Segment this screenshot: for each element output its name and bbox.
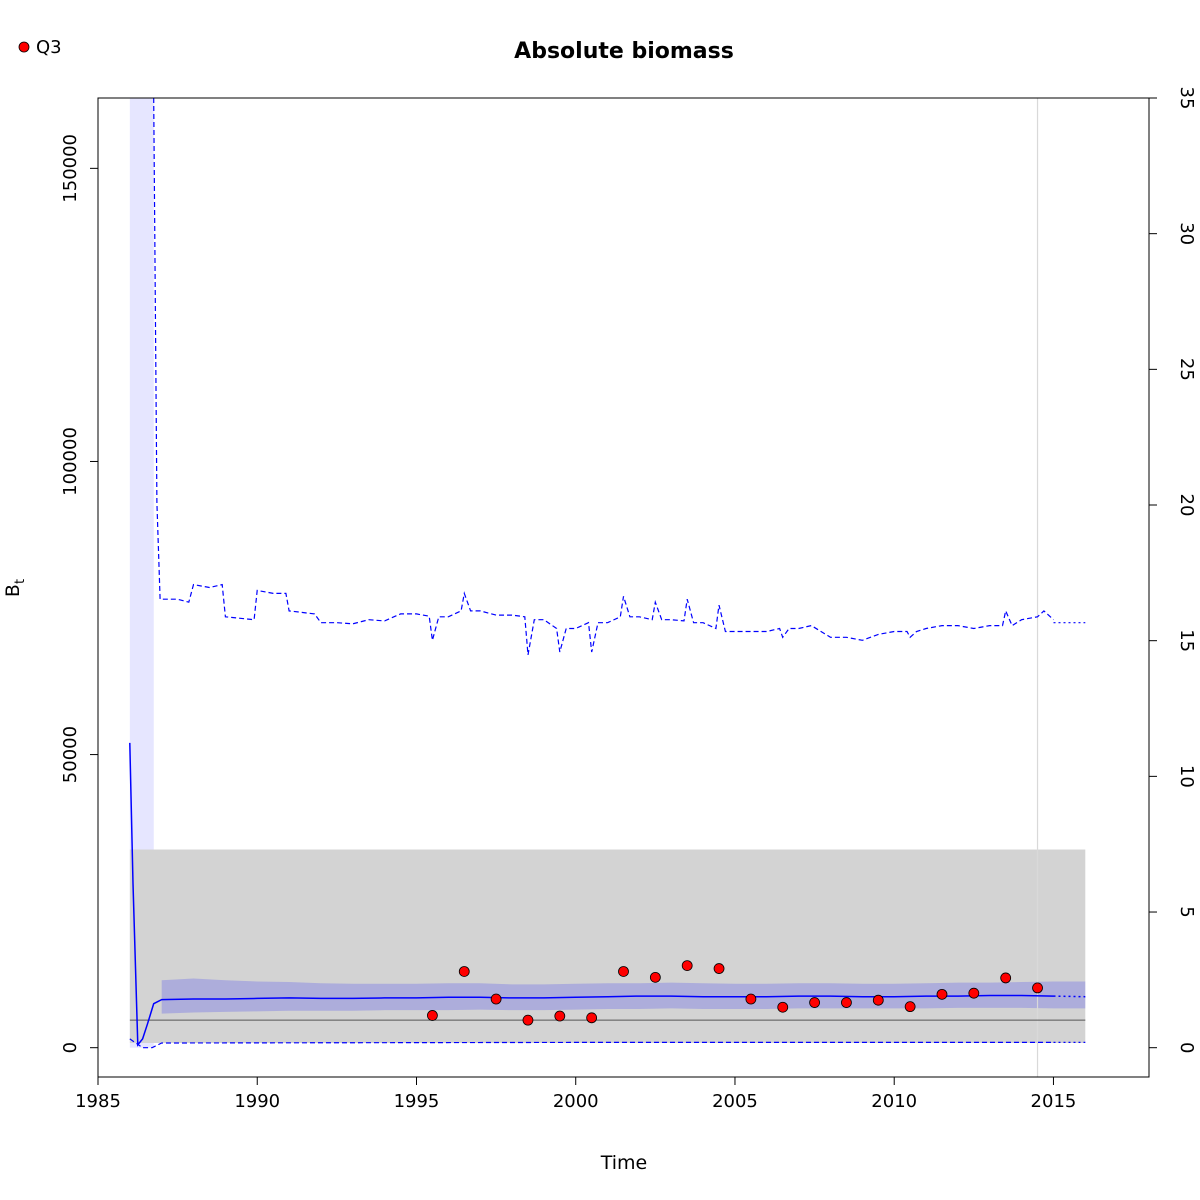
- point-layer: [427, 960, 1043, 1026]
- observation-point: [872, 994, 884, 1006]
- y-axis-label-subscript: t: [13, 579, 28, 584]
- y2-tick-label: 35: [1176, 87, 1197, 110]
- observation-point: [458, 966, 470, 977]
- x-tick-label: 2010: [871, 1091, 917, 1112]
- biomass-estimate-line: [129, 742, 1054, 1047]
- observation-point: [777, 1001, 789, 1013]
- initial-ci-fill: [129, 98, 154, 1048]
- ci-lower-line: [129, 1038, 1054, 1049]
- observation-point: [936, 988, 948, 1000]
- observation-point: [586, 1012, 598, 1024]
- biomass-projection-line: [1053, 995, 1086, 998]
- line-layer: [129, 97, 1086, 1077]
- y2-tick-label: 15: [1176, 629, 1197, 652]
- y-tick-label: 0: [60, 1042, 81, 1053]
- observation-point: [841, 997, 852, 1008]
- x-tick-label: 1995: [394, 1091, 440, 1112]
- x-tick-label: 1985: [75, 1091, 121, 1112]
- legend: Q3: [18, 37, 62, 58]
- y-axis-label-main: B: [2, 584, 24, 597]
- y2-tick-label: 5: [1176, 906, 1197, 917]
- observation-point: [618, 966, 629, 977]
- y2-tick-label: 20: [1176, 494, 1197, 517]
- legend-label-q3: Q3: [36, 37, 62, 58]
- chart-title: Absolute biomass: [514, 39, 734, 64]
- observation-point: [649, 971, 661, 983]
- legend-marker-q3: [18, 41, 30, 53]
- x-tick-label: 2015: [1031, 1091, 1077, 1112]
- y-tick-label: 100000: [60, 427, 81, 496]
- y2-tick-label: 10: [1176, 765, 1197, 788]
- reference-band: [129, 849, 1086, 1043]
- svg-text:Bt: Bt: [2, 579, 28, 597]
- observation-point: [904, 1001, 916, 1013]
- y2-tick-label: 25: [1176, 358, 1197, 381]
- observation-point: [745, 993, 757, 1005]
- y2-tick-label: 0: [1176, 1042, 1197, 1053]
- ci-upper-line: [153, 97, 1054, 656]
- observation-point: [554, 1010, 566, 1022]
- observation-point: [1032, 982, 1043, 994]
- fill-layer: [129, 98, 1086, 1048]
- observation-point: [1000, 972, 1012, 984]
- y2-tick-label: 30: [1176, 222, 1197, 245]
- x-tick-label: 1990: [234, 1091, 280, 1112]
- x-tick-label: 2000: [553, 1091, 599, 1112]
- observation-point: [809, 997, 820, 1008]
- observation-point: [490, 993, 502, 1005]
- x-axis-label: Time: [600, 1152, 648, 1174]
- axes-layer: 1985 1990 1995 2000 2005 2010 2015050000100000…: [60, 87, 1197, 1112]
- observation-point: [713, 963, 725, 974]
- observation-point: [681, 960, 693, 972]
- observation-point: [968, 987, 980, 999]
- y-tick-label: 150000: [60, 134, 81, 203]
- x-tick-label: 2005: [712, 1091, 758, 1112]
- observation-point: [522, 1014, 534, 1026]
- y-tick-label: 50000: [60, 726, 81, 783]
- observation-point: [427, 1010, 438, 1021]
- y-axis-label: Bt: [2, 579, 28, 597]
